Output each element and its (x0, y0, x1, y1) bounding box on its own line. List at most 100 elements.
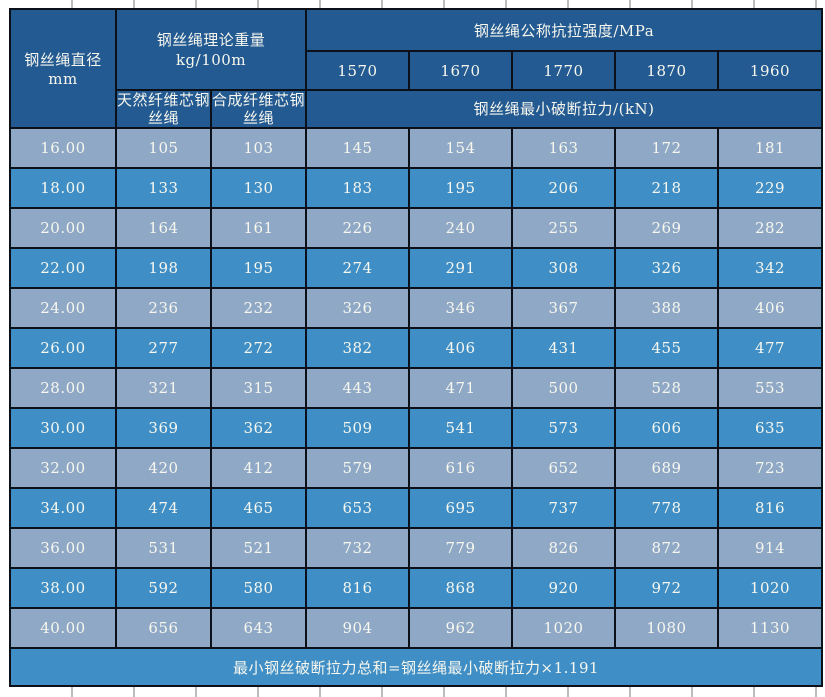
breaking-force-cell: 723 (717, 447, 824, 489)
synthetic-core-weight-cell: 465 (209, 487, 308, 529)
table-row: 38.00 592 580 816 868 920 972 1020 (9, 567, 824, 609)
header-synthetic-fiber-core: 合成纤维芯钢丝绳 (209, 89, 308, 129)
wire-rope-spec-table: 钢丝绳直径mm 钢丝绳理论重量 kg/100m 钢丝绳公称抗拉强度/MPa 15… (8, 8, 824, 687)
breaking-force-cell: 914 (717, 527, 824, 569)
breaking-force-cell: 455 (614, 327, 720, 369)
breaking-force-cell: 872 (614, 527, 720, 569)
breaking-force-cell: 541 (408, 407, 514, 449)
diameter-cell: 28.00 (9, 367, 117, 409)
breaking-force-cell: 732 (305, 527, 411, 569)
breaking-force-cell: 1080 (614, 607, 720, 649)
table-row: 20.00 164 161 226 240 255 269 282 (9, 207, 824, 249)
breaking-force-cell: 616 (408, 447, 514, 489)
synthetic-core-weight-cell: 580 (209, 567, 308, 609)
header-min-breaking-force: 钢丝绳最小破断拉力/(kN) (305, 89, 824, 129)
breaking-force-cell: 388 (614, 287, 720, 329)
breaking-force-cell: 778 (614, 487, 720, 529)
header-theoretical-weight-title: 钢丝绳理论重量 (156, 30, 266, 49)
natural-core-weight-cell: 656 (115, 607, 212, 649)
table-row: 18.00 133 130 183 195 206 218 229 (9, 167, 824, 209)
table-header: 钢丝绳直径mm 钢丝绳理论重量 kg/100m 钢丝绳公称抗拉强度/MPa 15… (9, 8, 824, 129)
table-row: 40.00 656 643 904 962 1020 1080 1130 (9, 607, 824, 649)
breaking-force-cell: 255 (511, 207, 617, 249)
natural-core-weight-cell: 277 (115, 327, 212, 369)
breaking-force-cell: 1020 (511, 607, 617, 649)
breaking-force-cell: 226 (305, 207, 411, 249)
breaking-force-cell: 269 (614, 207, 720, 249)
breaking-force-cell: 431 (511, 327, 617, 369)
breaking-force-cell: 1130 (717, 607, 824, 649)
natural-core-weight-cell: 105 (115, 127, 212, 169)
natural-core-weight-cell: 474 (115, 487, 212, 529)
header-rope-diameter: 钢丝绳直径mm (9, 8, 117, 129)
header-strength-grade-1670: 1670 (408, 50, 514, 91)
breaking-force-cell: 206 (511, 167, 617, 209)
breaking-force-cell: 695 (408, 487, 514, 529)
footer-note: 最小钢丝破断拉力总和=钢丝绳最小破断拉力×1.191 (8, 647, 824, 687)
table-row: 32.00 420 412 579 616 652 689 723 (9, 447, 824, 489)
diameter-cell: 20.00 (9, 207, 117, 249)
diameter-cell: 38.00 (9, 567, 117, 609)
breaking-force-cell: 291 (408, 247, 514, 289)
synthetic-core-weight-cell: 521 (209, 527, 308, 569)
breaking-force-cell: 172 (614, 127, 720, 169)
breaking-force-cell: 779 (408, 527, 514, 569)
table-row: 26.00 277 272 382 406 431 455 477 (9, 327, 824, 369)
breaking-force-cell: 816 (717, 487, 824, 529)
breaking-force-cell: 145 (305, 127, 411, 169)
diameter-cell: 34.00 (9, 487, 117, 529)
breaking-force-cell: 920 (511, 567, 617, 609)
diameter-cell: 24.00 (9, 287, 117, 329)
diameter-cell: 16.00 (9, 127, 117, 169)
header-strength-grade-1570: 1570 (305, 50, 411, 91)
diameter-cell: 18.00 (9, 167, 117, 209)
breaking-force-cell: 181 (717, 127, 824, 169)
breaking-force-cell: 218 (614, 167, 720, 209)
spreadsheet-gridline-strip-bottom (0, 687, 825, 697)
breaking-force-cell: 737 (511, 487, 617, 529)
breaking-force-cell: 579 (305, 447, 411, 489)
table-row: 34.00 474 465 653 695 737 778 816 (9, 487, 824, 529)
breaking-force-cell: 972 (614, 567, 720, 609)
natural-core-weight-cell: 164 (115, 207, 212, 249)
header-strength-grade-1870: 1870 (614, 50, 720, 91)
table-footer: 最小钢丝破断拉力总和=钢丝绳最小破断拉力×1.191 (8, 647, 824, 687)
breaking-force-cell: 382 (305, 327, 411, 369)
diameter-cell: 26.00 (9, 327, 117, 369)
synthetic-core-weight-cell: 232 (209, 287, 308, 329)
breaking-force-cell: 1020 (717, 567, 824, 609)
natural-core-weight-cell: 592 (115, 567, 212, 609)
table-row: 24.00 236 232 326 346 367 388 406 (9, 287, 824, 329)
synthetic-core-weight-cell: 195 (209, 247, 308, 289)
breaking-force-cell: 406 (408, 327, 514, 369)
diameter-cell: 36.00 (9, 527, 117, 569)
breaking-force-cell: 477 (717, 327, 824, 369)
breaking-force-cell: 816 (305, 567, 411, 609)
table-body: 16.00 105 103 145 154 163 172 181 18.00 133 130 183… (9, 127, 824, 649)
breaking-force-cell: 471 (408, 367, 514, 409)
synthetic-core-weight-cell: 362 (209, 407, 308, 449)
breaking-force-cell: 653 (305, 487, 411, 529)
breaking-force-cell: 868 (408, 567, 514, 609)
header-strength-grade-1770: 1770 (511, 50, 617, 91)
synthetic-core-weight-cell: 412 (209, 447, 308, 489)
breaking-force-cell: 274 (305, 247, 411, 289)
breaking-force-cell: 635 (717, 407, 824, 449)
diameter-cell: 30.00 (9, 407, 117, 449)
breaking-force-cell: 509 (305, 407, 411, 449)
header-theoretical-weight: 钢丝绳理论重量 kg/100m (114, 8, 308, 91)
synthetic-core-weight-cell: 643 (209, 607, 308, 649)
breaking-force-cell: 229 (717, 167, 824, 209)
breaking-force-cell: 342 (717, 247, 824, 289)
breaking-force-cell: 904 (305, 607, 411, 649)
breaking-force-cell: 652 (511, 447, 617, 489)
synthetic-core-weight-cell: 130 (209, 167, 308, 209)
breaking-force-cell: 528 (614, 367, 720, 409)
breaking-force-cell: 240 (408, 207, 514, 249)
synthetic-core-weight-cell: 272 (209, 327, 308, 369)
breaking-force-cell: 326 (614, 247, 720, 289)
header-nominal-tensile-strength: 钢丝绳公称抗拉强度/MPa (305, 8, 824, 52)
breaking-force-cell: 406 (717, 287, 824, 329)
breaking-force-cell: 308 (511, 247, 617, 289)
diameter-cell: 32.00 (9, 447, 117, 489)
